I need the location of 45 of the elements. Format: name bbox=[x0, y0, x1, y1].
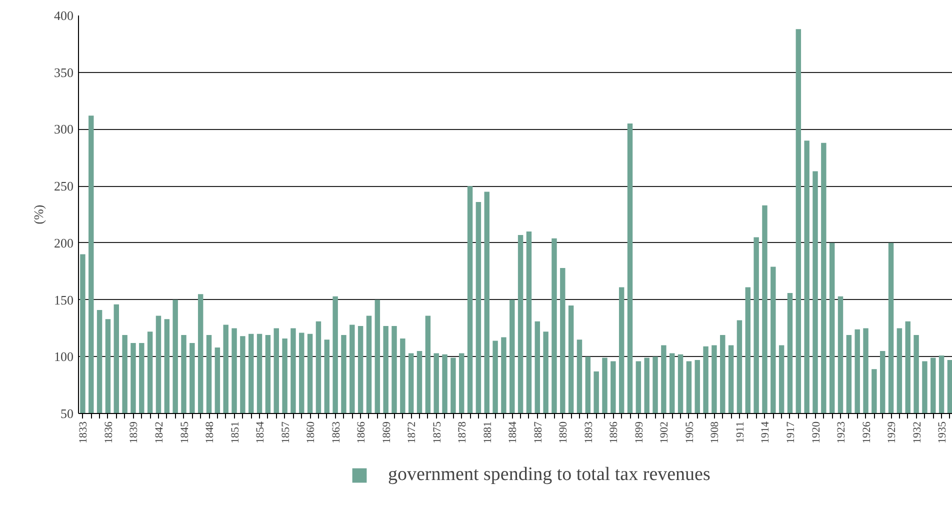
x-tick-label: 1932 bbox=[911, 422, 924, 444]
x-tick-label: 1869 bbox=[380, 421, 393, 444]
x-tick-label: 1905 bbox=[684, 421, 696, 444]
x-tick-label: 1851 bbox=[229, 422, 242, 444]
x-tick-label: 1878 bbox=[456, 421, 469, 444]
y-tick-label: 350 bbox=[54, 64, 74, 80]
x-tick-label: 1875 bbox=[431, 421, 444, 444]
y-axis-title: (%) bbox=[31, 204, 46, 224]
x-tick-label: 1902 bbox=[658, 422, 671, 444]
x-tick-label: 1881 bbox=[482, 422, 494, 444]
legend-label: government spending to total tax revenues bbox=[388, 464, 710, 486]
x-tick-label: 1887 bbox=[532, 421, 544, 444]
x-tick-label: 1890 bbox=[558, 421, 570, 444]
x-tick-label: 1872 bbox=[406, 422, 418, 444]
y-tick-label: 200 bbox=[54, 235, 74, 250]
x-tick-label: 1854 bbox=[254, 421, 267, 444]
x-tick-label: 1908 bbox=[709, 421, 722, 444]
y-tick-label: 50 bbox=[60, 406, 74, 421]
x-tick-label: 1896 bbox=[608, 421, 620, 444]
x-tick-label: 1866 bbox=[356, 421, 368, 444]
x-tick-label: 1884 bbox=[507, 421, 520, 444]
x-tick-label: 1836 bbox=[102, 421, 115, 444]
x-tick-label: 1839 bbox=[128, 421, 140, 444]
x-tick-label: 1845 bbox=[178, 421, 191, 444]
y-tick-label: 300 bbox=[54, 122, 74, 137]
x-tick-label: 1914 bbox=[760, 421, 772, 444]
x-tick-label: 1860 bbox=[305, 421, 318, 444]
x-tick-label: 1848 bbox=[204, 421, 216, 444]
x-tick-label: 1893 bbox=[582, 421, 595, 444]
y-tick-label: 400 bbox=[54, 8, 74, 23]
x-tick-label: 1917 bbox=[784, 421, 797, 444]
x-tick-label: 1899 bbox=[633, 421, 646, 444]
x-tick-label: 1923 bbox=[836, 421, 848, 444]
x-tick-label: 1926 bbox=[860, 421, 873, 444]
x-tick-label: 1935 bbox=[936, 421, 949, 444]
x-tick-label: 1911 bbox=[734, 422, 746, 444]
y-tick-label: 250 bbox=[54, 178, 74, 194]
x-tick-label: 1863 bbox=[330, 421, 342, 444]
x-tick-label: 1842 bbox=[153, 422, 166, 444]
x-tick-label: 1929 bbox=[886, 421, 898, 444]
x-tick-label: 1833 bbox=[78, 421, 90, 444]
y-tick-label: 150 bbox=[54, 292, 74, 308]
x-tick-label: 1857 bbox=[280, 421, 292, 444]
y-tick-label: 100 bbox=[54, 349, 74, 364]
x-tick-label: 1920 bbox=[810, 421, 822, 444]
